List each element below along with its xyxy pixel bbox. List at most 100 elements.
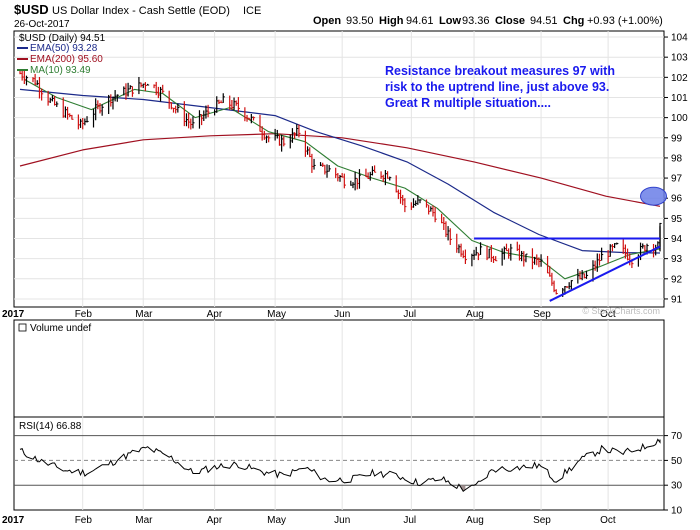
price-bar bbox=[237, 97, 240, 113]
price-bar bbox=[203, 110, 206, 121]
price-bar bbox=[188, 112, 191, 129]
price-bar bbox=[140, 82, 143, 88]
price-bar bbox=[616, 242, 619, 245]
price-bar bbox=[609, 244, 612, 257]
month-label: 2017 bbox=[2, 309, 25, 320]
price-bar bbox=[259, 114, 262, 132]
price-bar bbox=[155, 81, 158, 96]
price-bar bbox=[157, 86, 160, 99]
price-tick-label: 97 bbox=[671, 174, 683, 185]
price-tick-label: 93 bbox=[671, 254, 683, 265]
price-bar bbox=[356, 178, 359, 190]
price-bar bbox=[168, 90, 171, 109]
chart-annotations bbox=[474, 186, 668, 302]
high-value: 94.61 bbox=[406, 15, 434, 27]
price-bar bbox=[198, 110, 202, 129]
price-bar bbox=[293, 132, 297, 139]
price-bar bbox=[441, 213, 444, 224]
price-bar bbox=[525, 253, 528, 263]
price-bar bbox=[428, 204, 431, 215]
price-bar bbox=[477, 252, 480, 261]
price-bar bbox=[425, 199, 429, 208]
price-bar bbox=[34, 73, 37, 86]
price-bar bbox=[592, 260, 595, 282]
price-bar bbox=[92, 108, 96, 128]
price-bar bbox=[495, 256, 498, 262]
price-bar bbox=[261, 126, 264, 141]
price-bar bbox=[250, 113, 253, 124]
price-bar bbox=[352, 182, 355, 189]
price-tick-label: 100 bbox=[671, 113, 688, 124]
price-bar bbox=[324, 164, 327, 175]
price-bar bbox=[319, 162, 323, 167]
price-bar bbox=[248, 117, 251, 120]
price-bar bbox=[51, 95, 55, 102]
price-bar bbox=[521, 250, 524, 262]
low-value: 93.36 bbox=[462, 15, 490, 27]
instrument-name: US Dollar Index - Cash Settle (EOD) bbox=[52, 5, 230, 17]
price-bar bbox=[84, 118, 87, 126]
month-label: Jun bbox=[334, 515, 350, 526]
price-bar bbox=[229, 95, 232, 110]
price-bar bbox=[460, 243, 463, 257]
price-bar bbox=[551, 272, 554, 286]
price-bar bbox=[38, 77, 42, 99]
price-bar bbox=[201, 114, 204, 126]
price-bar bbox=[306, 146, 310, 155]
month-label: Aug bbox=[466, 309, 484, 320]
price-bar bbox=[555, 289, 558, 295]
price-bar bbox=[644, 245, 647, 252]
price-bar bbox=[281, 134, 284, 152]
price-bar bbox=[380, 171, 383, 179]
price-bar bbox=[577, 268, 580, 284]
legend-ema200: EMA(200) 95.60 bbox=[30, 54, 103, 65]
rsi-panel-frame bbox=[13, 416, 665, 511]
price-bar bbox=[233, 97, 236, 111]
month-label: May bbox=[267, 515, 286, 526]
price-bar bbox=[36, 80, 39, 86]
price-bar bbox=[129, 85, 132, 90]
exchange-label: ICE bbox=[243, 5, 261, 17]
month-label: Jul bbox=[403, 309, 416, 320]
price-legend: $USD (Daily) 94.51 EMA(50) 93.28 EMA(200… bbox=[17, 33, 106, 76]
price-bar bbox=[220, 100, 223, 104]
legend-ema50: EMA(50) 93.28 bbox=[30, 43, 98, 54]
annotation-line-3: Great R multiple situation.... bbox=[385, 96, 551, 110]
price-bar bbox=[274, 128, 277, 141]
price-tick-label: 92 bbox=[671, 274, 683, 285]
price-bar bbox=[432, 205, 435, 217]
price-bar bbox=[159, 86, 163, 102]
price-bar bbox=[252, 116, 256, 121]
price-bar bbox=[313, 158, 316, 170]
price-bar bbox=[47, 90, 50, 106]
price-bar bbox=[456, 233, 459, 253]
price-bar bbox=[553, 280, 556, 293]
price-bar bbox=[62, 97, 65, 118]
ohlc-summary: Open 93.50 High 94.61 Low 93.36 Close 94… bbox=[313, 15, 663, 27]
price-panel-frame bbox=[13, 30, 665, 308]
price-bar bbox=[138, 76, 141, 95]
rsi-oversold-fill bbox=[461, 485, 466, 492]
price-bar bbox=[412, 198, 416, 208]
price-bar bbox=[546, 255, 550, 274]
price-bar bbox=[475, 246, 478, 256]
price-bar bbox=[86, 116, 89, 123]
price-bar bbox=[263, 130, 266, 140]
price-bar bbox=[246, 114, 249, 122]
watermark: © StockCharts.com bbox=[582, 306, 660, 316]
price-bar bbox=[343, 173, 346, 189]
price-bar bbox=[298, 124, 301, 138]
price-bar bbox=[384, 169, 388, 186]
price-bar bbox=[458, 244, 461, 254]
price-bar bbox=[607, 250, 610, 264]
price-bar bbox=[538, 257, 541, 268]
price-bar bbox=[367, 172, 370, 180]
open-label: Open bbox=[313, 15, 341, 27]
month-label: Sep bbox=[533, 309, 551, 320]
price-bar bbox=[395, 175, 398, 193]
price-bar bbox=[386, 171, 390, 179]
rsi-label: RSI(14) 66.88 bbox=[19, 421, 82, 432]
price-bar bbox=[397, 189, 400, 200]
close-label: Close bbox=[495, 15, 525, 27]
price-bar bbox=[123, 86, 126, 96]
